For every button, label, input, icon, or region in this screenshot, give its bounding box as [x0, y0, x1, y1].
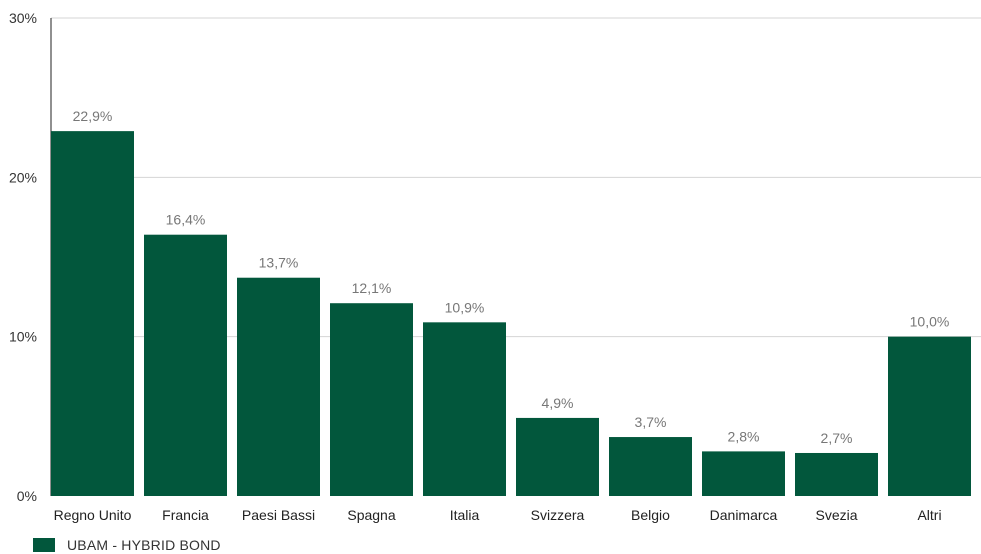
legend-label: UBAM - HYBRID BOND — [67, 537, 221, 553]
bar — [609, 437, 692, 496]
bar — [330, 303, 413, 496]
x-tick-label: Francia — [162, 507, 209, 523]
legend: UBAM - HYBRID BOND — [33, 536, 221, 554]
x-tick-label: Svezia — [815, 507, 857, 523]
bar — [51, 131, 134, 497]
data-label: 3,7% — [635, 414, 667, 430]
bar — [237, 277, 320, 496]
legend-swatch — [33, 538, 55, 552]
data-label: 2,8% — [728, 428, 760, 444]
y-tick-label: 0% — [17, 488, 37, 504]
x-tick-label: Svizzera — [531, 507, 585, 523]
bar — [423, 322, 506, 496]
data-label: 13,7% — [259, 255, 299, 271]
data-label: 10,0% — [910, 314, 950, 330]
data-label: 4,9% — [542, 395, 574, 411]
bar — [888, 336, 971, 496]
x-tick-label: Altri — [917, 507, 941, 523]
x-tick-label: Regno Unito — [54, 507, 132, 523]
data-label: 2,7% — [821, 430, 853, 446]
x-tick-label: Danimarca — [710, 507, 778, 523]
data-label: 16,4% — [166, 212, 206, 228]
y-tick-label: 30% — [9, 10, 37, 26]
x-tick-label: Belgio — [631, 507, 670, 523]
x-tick-label: Italia — [450, 507, 480, 523]
data-label: 12,1% — [352, 280, 392, 296]
y-tick-label: 20% — [9, 169, 37, 185]
bar — [795, 452, 878, 496]
bar — [516, 417, 599, 496]
bar — [702, 451, 785, 496]
x-tick-label: Spagna — [347, 507, 395, 523]
bar — [144, 234, 227, 496]
data-label: 10,9% — [445, 299, 485, 315]
data-label: 22,9% — [73, 108, 113, 124]
y-tick-label: 10% — [9, 329, 37, 345]
x-tick-label: Paesi Bassi — [242, 507, 315, 523]
